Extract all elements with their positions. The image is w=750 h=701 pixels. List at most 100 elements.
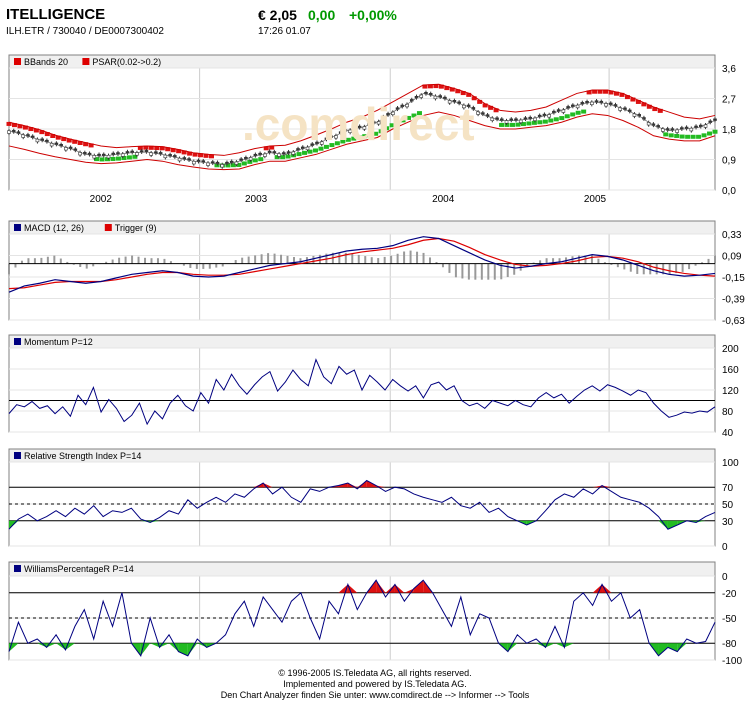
psar-marker xyxy=(482,103,488,108)
psar-marker xyxy=(427,84,433,89)
x-tick-label: 2005 xyxy=(584,194,607,205)
psar-marker xyxy=(83,142,89,147)
psar-marker xyxy=(198,153,204,158)
psar-marker xyxy=(225,163,231,168)
legend-swatch xyxy=(14,224,21,231)
panel-price xyxy=(6,54,718,191)
psar-marker xyxy=(334,141,340,146)
psar-marker xyxy=(33,128,39,133)
security-name: ITELLIGENCE xyxy=(6,6,106,23)
y-tick-label: 120 xyxy=(722,386,739,397)
psar-marker xyxy=(657,108,663,113)
panel-rsi xyxy=(8,448,716,547)
psar-marker xyxy=(154,146,160,151)
psar-marker xyxy=(329,143,335,148)
psar-marker xyxy=(285,154,291,159)
candle-body xyxy=(135,152,139,156)
psar-marker xyxy=(433,84,439,89)
legend-label: Trigger (9) xyxy=(115,223,157,233)
y-tick-label: 30 xyxy=(722,517,734,528)
psar-marker xyxy=(608,90,614,95)
psar-marker xyxy=(126,155,132,160)
psar-marker xyxy=(115,156,121,161)
psar-marker xyxy=(362,134,368,139)
oversold-area xyxy=(178,643,188,656)
psar-marker xyxy=(553,117,559,122)
overbought-area xyxy=(413,580,424,593)
psar-marker xyxy=(99,157,105,162)
y-tick-label: 160 xyxy=(722,365,739,376)
psar-marker xyxy=(477,99,483,104)
psar-marker xyxy=(61,137,67,142)
legend-label: BBands 20 xyxy=(24,57,68,67)
psar-marker xyxy=(88,143,94,148)
psar-marker xyxy=(630,97,636,102)
y-tick-label: 80 xyxy=(722,407,734,418)
legend-label: MACD (12, 26) xyxy=(24,223,84,233)
x-tick-label: 2004 xyxy=(432,194,455,205)
psar-marker xyxy=(406,115,412,120)
psar-marker xyxy=(471,96,477,101)
psar-marker xyxy=(586,90,592,95)
psar-marker xyxy=(378,129,384,134)
legend-label: WilliamsPercentageR P=14 xyxy=(24,564,134,574)
bollinger-lower xyxy=(8,111,716,171)
psar-marker xyxy=(269,145,275,150)
y-tick-label: 0,33 xyxy=(722,230,742,241)
overbought-area xyxy=(253,483,264,488)
y-tick-label: 0 xyxy=(722,572,728,583)
psar-marker xyxy=(22,125,28,130)
psar-marker xyxy=(488,105,494,110)
legend-swatch xyxy=(14,452,21,459)
psar-marker xyxy=(624,95,630,100)
overbought-area xyxy=(602,584,612,593)
psar-marker xyxy=(712,129,718,134)
psar-marker xyxy=(351,136,357,141)
psar-marker xyxy=(72,139,78,144)
psar-marker xyxy=(619,92,625,97)
psar-marker xyxy=(170,148,176,153)
quote-time: 17:26 01.07 xyxy=(258,26,311,37)
psar-marker xyxy=(39,130,45,135)
psar-marker xyxy=(302,150,308,155)
price-value: € 2,05 xyxy=(258,7,297,23)
x-tick-label: 2003 xyxy=(245,194,268,205)
psar-marker xyxy=(592,89,598,94)
oversold-area xyxy=(507,643,518,652)
bollinger-upper xyxy=(8,83,716,156)
psar-marker xyxy=(449,87,455,92)
psar-marker xyxy=(707,131,713,136)
psar-marker xyxy=(679,134,685,139)
psar-marker xyxy=(28,127,34,132)
y-tick-label: -100 xyxy=(722,656,742,667)
footer-tool-link: Den Chart Analyzer finden Sie unter: www… xyxy=(220,690,530,700)
psar-marker xyxy=(641,102,647,107)
psar-marker xyxy=(646,104,652,109)
psar-marker xyxy=(323,144,329,149)
psar-marker xyxy=(192,152,198,157)
oversold-area xyxy=(677,643,687,652)
psar-marker xyxy=(105,157,111,162)
psar-marker xyxy=(208,154,214,159)
psar-marker xyxy=(389,123,395,128)
psar-marker xyxy=(499,122,505,127)
psar-marker xyxy=(247,159,253,164)
oversold-area xyxy=(658,520,668,530)
price-change: 0,00 xyxy=(308,7,336,23)
psar-marker xyxy=(137,145,143,150)
psar-marker xyxy=(77,141,83,146)
y-tick-label: 1,8 xyxy=(722,125,736,136)
overbought-area xyxy=(385,584,395,593)
candle-body xyxy=(713,118,717,121)
psar-marker xyxy=(121,155,127,160)
psar-marker xyxy=(460,91,466,96)
panel-frame xyxy=(8,334,716,433)
psar-marker xyxy=(6,121,12,126)
watermark: .comdirect xyxy=(242,98,475,150)
psar-marker xyxy=(690,134,696,139)
psar-marker xyxy=(11,123,17,128)
psar-marker xyxy=(548,118,554,123)
oversold-area xyxy=(564,643,574,648)
psar-marker xyxy=(356,135,362,140)
psar-marker xyxy=(531,120,537,125)
